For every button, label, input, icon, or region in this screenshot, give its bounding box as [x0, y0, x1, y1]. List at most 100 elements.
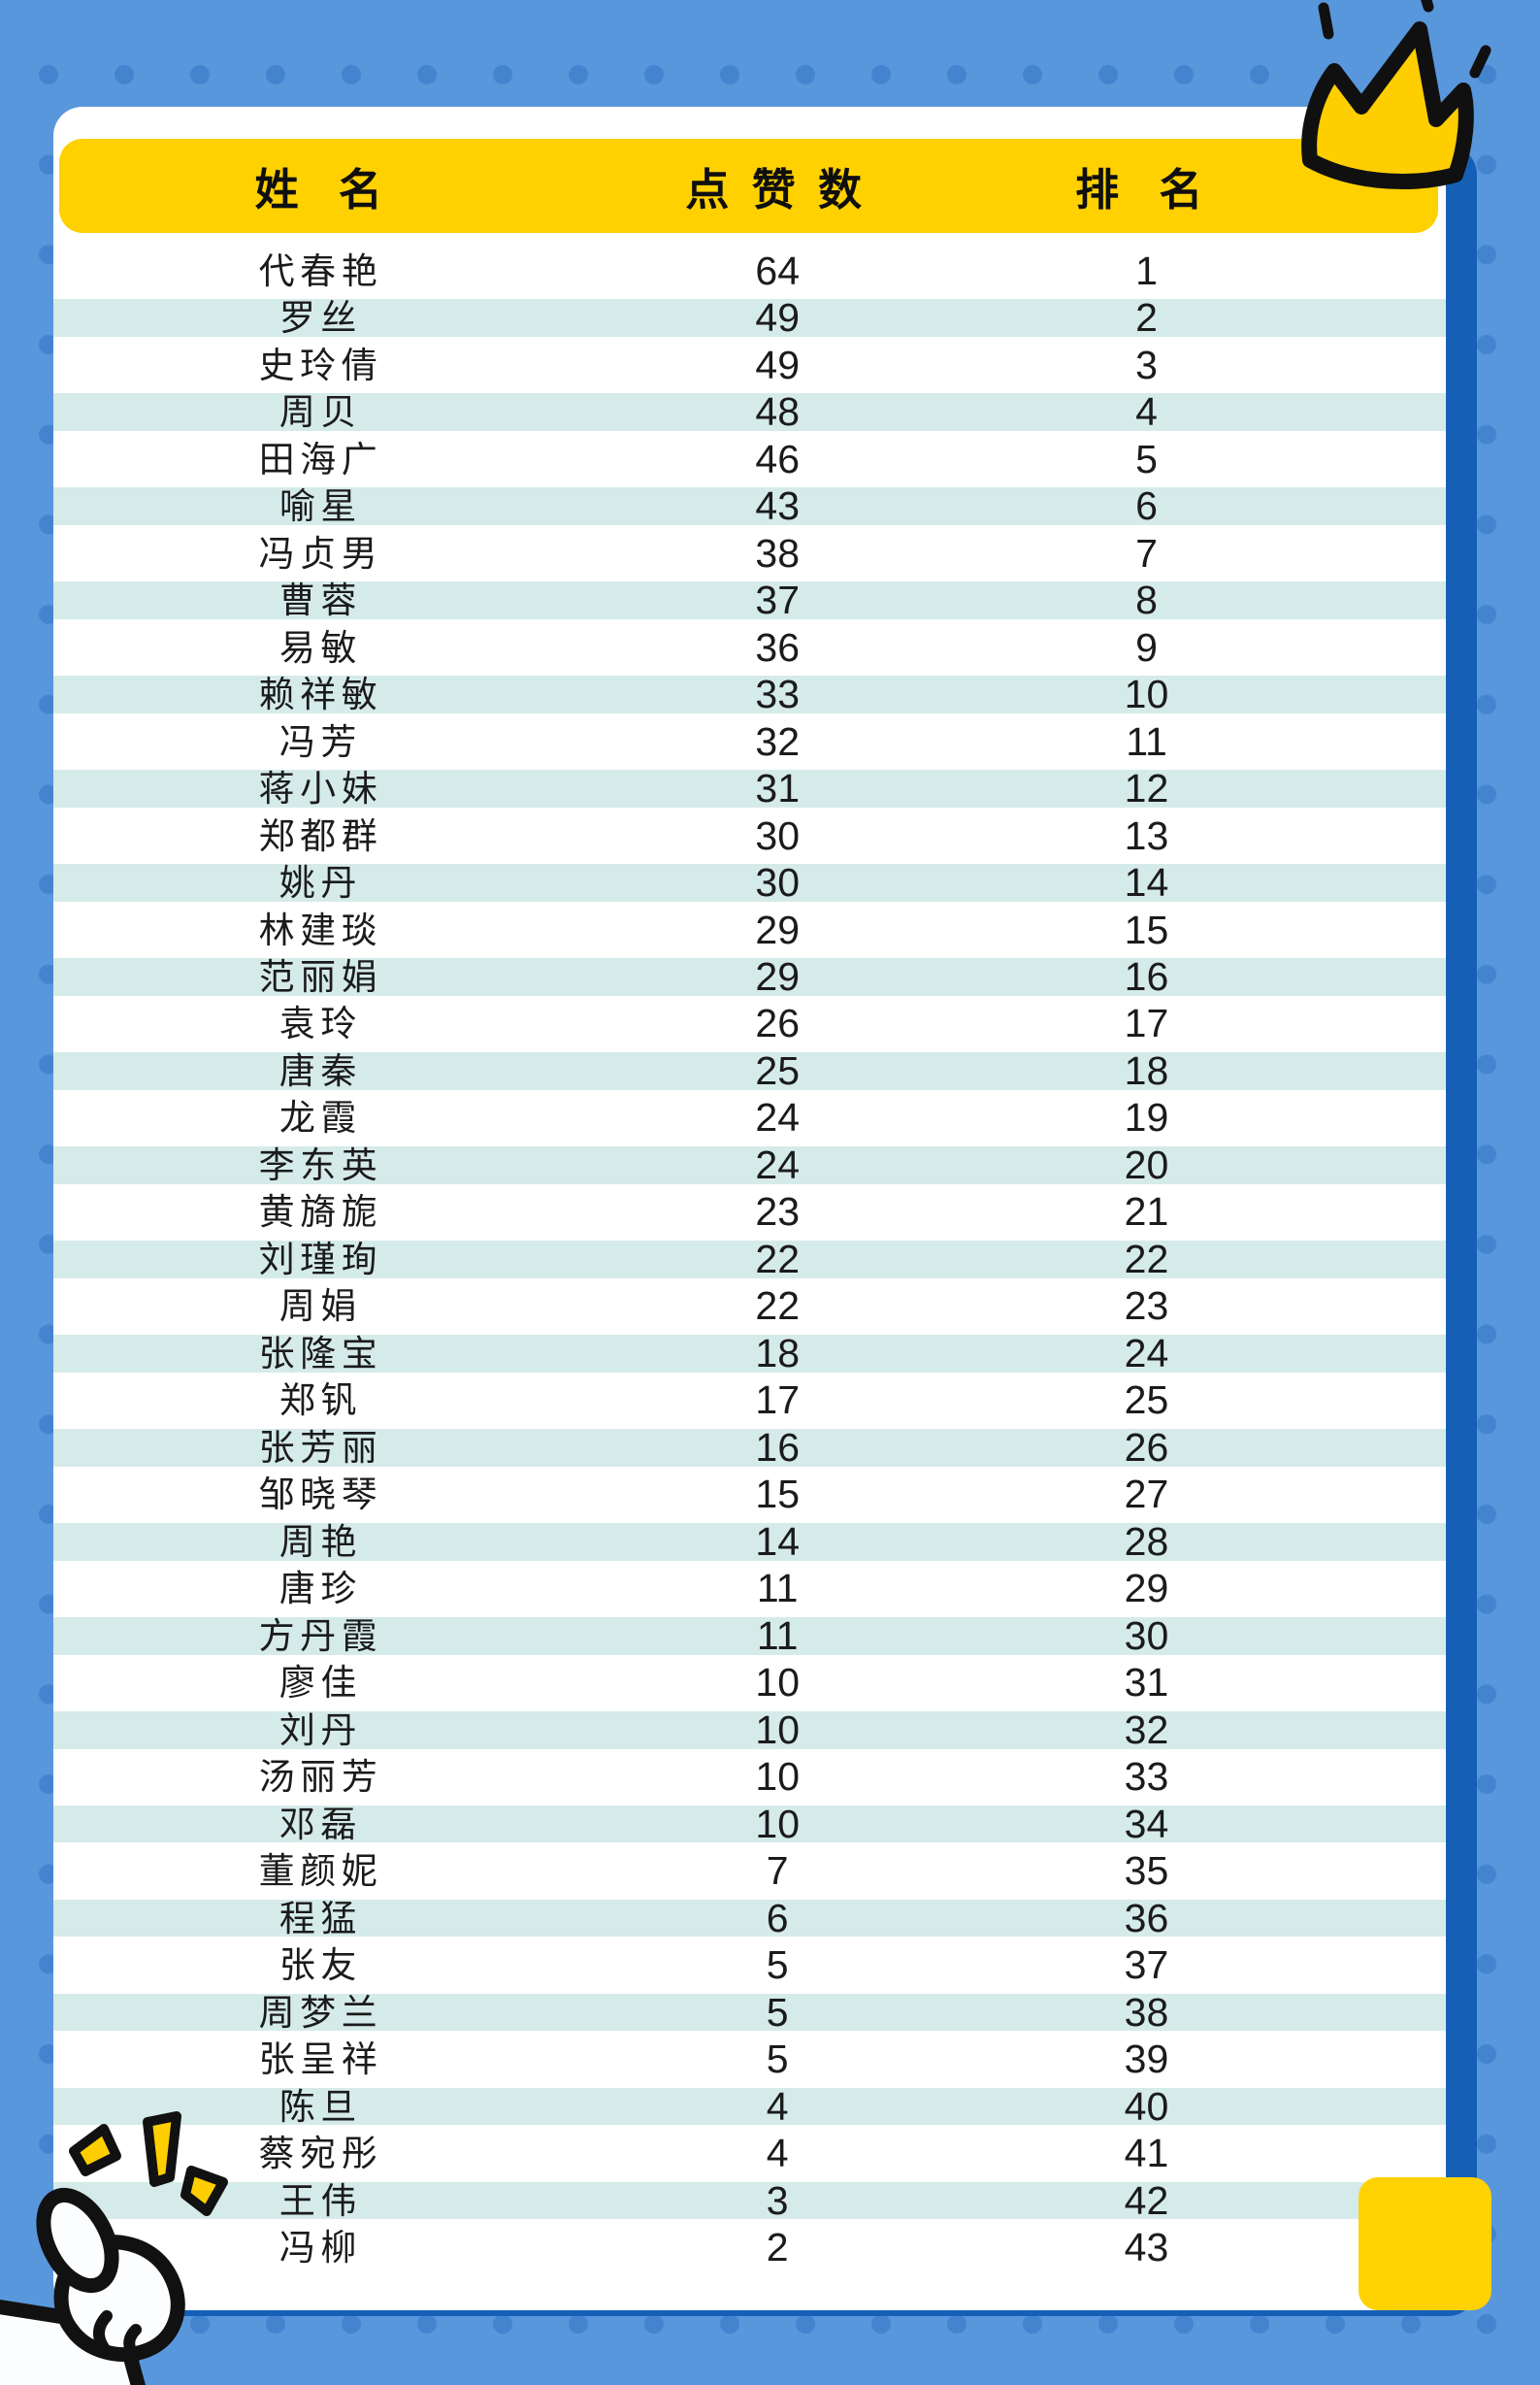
row-name-cell: 刘瑾珣: [258, 1239, 383, 1279]
table-row: 周艳 14 28: [53, 1518, 1446, 1566]
row-likes-cell: 10: [755, 1660, 800, 1706]
sparkle-icon: [1421, 0, 1434, 13]
row-name-cell: 袁玲: [279, 1004, 362, 1044]
row-rank-cell: 12: [1124, 766, 1169, 812]
row-rank-cell: 31: [1124, 1660, 1169, 1706]
row-rank-cell: 28: [1124, 1518, 1169, 1564]
row-rank-cell: 38: [1124, 1989, 1169, 2035]
table-row: 周梦兰 5 38: [53, 1988, 1446, 2037]
row-rank-cell: 43: [1124, 2225, 1169, 2270]
row-name-cell: 刘丹: [279, 1709, 362, 1750]
row-name-cell: 史玲倩: [258, 345, 383, 385]
row-likes-cell: 24: [755, 1095, 800, 1141]
row-rank-cell: 2: [1135, 295, 1158, 341]
row-name-cell: 黄旖旎: [258, 1192, 383, 1233]
row-rank-cell: 32: [1124, 1706, 1169, 1752]
row-rank-cell: 26: [1124, 1424, 1169, 1470]
row-rank-cell: 30: [1124, 1612, 1169, 1658]
table-row: 董颜妮 7 35: [53, 1847, 1446, 1894]
table-row: 易敏 36 9: [53, 624, 1446, 671]
row-rank-cell: 8: [1135, 578, 1158, 623]
header-likes-label: 点 赞 数: [685, 165, 868, 215]
row-rank-cell: 20: [1124, 1142, 1169, 1187]
row-rank-cell: 16: [1124, 954, 1169, 999]
row-name-cell: 王伟: [279, 2180, 362, 2221]
row-rank-cell: 23: [1124, 1283, 1169, 1329]
table-row: 陈旦 4 40: [53, 2082, 1446, 2131]
table-row: 代春艳 64 1: [53, 248, 1446, 294]
table-row: 黄旖旎 23 21: [53, 1189, 1446, 1236]
table-row: 田海广 46 5: [53, 436, 1446, 482]
table-row: 张友 5 37: [53, 1941, 1446, 1988]
row-name-cell: 张芳丽: [258, 1427, 383, 1468]
row-name-cell: 范丽娟: [258, 957, 383, 997]
row-likes-cell: 32: [755, 718, 800, 764]
row-rank-cell: 37: [1124, 1942, 1169, 1988]
row-rank-cell: 27: [1124, 1472, 1169, 1517]
row-rank-cell: 9: [1135, 624, 1158, 670]
table-row: 唐秦 25 18: [53, 1047, 1446, 1095]
row-rank-cell: 39: [1124, 2037, 1169, 2082]
row-name-cell: 蔡宛彤: [258, 2134, 383, 2174]
row-likes-cell: 33: [755, 672, 800, 717]
row-rank-cell: 29: [1124, 1566, 1169, 1611]
table-row: 邓磊 10 34: [53, 1800, 1446, 1848]
row-name-cell: 廖佳: [279, 1663, 362, 1704]
row-likes-cell: 4: [766, 2083, 789, 2129]
row-likes-cell: 23: [755, 1189, 800, 1235]
leaderboard-card: 姓 名 点 赞 数 排 名 代春艳 64 1 罗丝 49 2 史玲倩 49 3 …: [53, 107, 1446, 2310]
table-row: 赖祥敏 33 10: [53, 671, 1446, 718]
table-row: 张呈祥 5 39: [53, 2036, 1446, 2082]
row-name-cell: 姚丹: [279, 863, 362, 904]
row-likes-cell: 5: [766, 1989, 789, 2035]
table-row: 郑钒 17 25: [53, 1377, 1446, 1424]
sparkle-icon: [1318, 2, 1334, 40]
header-name-label: 姓 名: [254, 165, 388, 215]
row-name-cell: 罗丝: [279, 298, 362, 339]
table-row: 张隆宝 18 24: [53, 1330, 1446, 1377]
row-rank-cell: 41: [1124, 2131, 1169, 2176]
row-likes-cell: 2: [766, 2225, 789, 2270]
row-rank-cell: 42: [1124, 2177, 1169, 2223]
row-likes-cell: 10: [755, 1706, 800, 1752]
row-likes-cell: 29: [755, 954, 800, 999]
row-rank-cell: 1: [1135, 248, 1158, 293]
row-rank-cell: 6: [1135, 483, 1158, 529]
table-row: 冯柳 2 43: [53, 2224, 1446, 2270]
row-name-cell: 赖祥敏: [258, 675, 383, 715]
row-name-cell: 周艳: [279, 1521, 362, 1562]
table-row: 李东英 24 20: [53, 1142, 1446, 1189]
row-likes-cell: 36: [755, 624, 800, 670]
table-row: 冯芳 32 11: [53, 718, 1446, 765]
row-rank-cell: 7: [1135, 530, 1158, 576]
table-row: 郑都群 30 13: [53, 812, 1446, 859]
row-rank-cell: 18: [1124, 1047, 1169, 1093]
row-likes-cell: 31: [755, 766, 800, 812]
table-row: 廖佳 10 31: [53, 1660, 1446, 1706]
row-likes-cell: 30: [755, 860, 800, 906]
row-name-cell: 冯贞男: [258, 533, 383, 574]
row-rank-cell: 17: [1124, 1001, 1169, 1046]
row-name-cell: 陈旦: [279, 2086, 362, 2127]
row-name-cell: 汤丽芳: [258, 1757, 383, 1798]
sticky-note: [1359, 2177, 1491, 2310]
table-body: 代春艳 64 1 罗丝 49 2 史玲倩 49 3 周贝 48 4 田海广 46…: [53, 248, 1446, 2271]
row-likes-cell: 10: [755, 1754, 800, 1800]
table-row: 范丽娟 29 16: [53, 953, 1446, 1001]
row-likes-cell: 22: [755, 1236, 800, 1281]
table-row: 唐珍 11 29: [53, 1566, 1446, 1612]
table-row: 龙霞 24 19: [53, 1095, 1446, 1142]
row-rank-cell: 36: [1124, 1895, 1169, 1940]
row-likes-cell: 25: [755, 1047, 800, 1093]
row-likes-cell: 5: [766, 1942, 789, 1988]
row-name-cell: 程猛: [279, 1898, 362, 1938]
row-name-cell: 郑钒: [279, 1380, 362, 1421]
row-likes-cell: 24: [755, 1142, 800, 1187]
row-name-cell: 李东英: [258, 1144, 383, 1185]
table-row: 蒋小妹 31 12: [53, 765, 1446, 812]
table-row: 方丹霞 11 30: [53, 1612, 1446, 1660]
row-rank-cell: 13: [1124, 812, 1169, 858]
sparkle-icon: [143, 2111, 181, 2187]
row-name-cell: 龙霞: [279, 1098, 362, 1139]
